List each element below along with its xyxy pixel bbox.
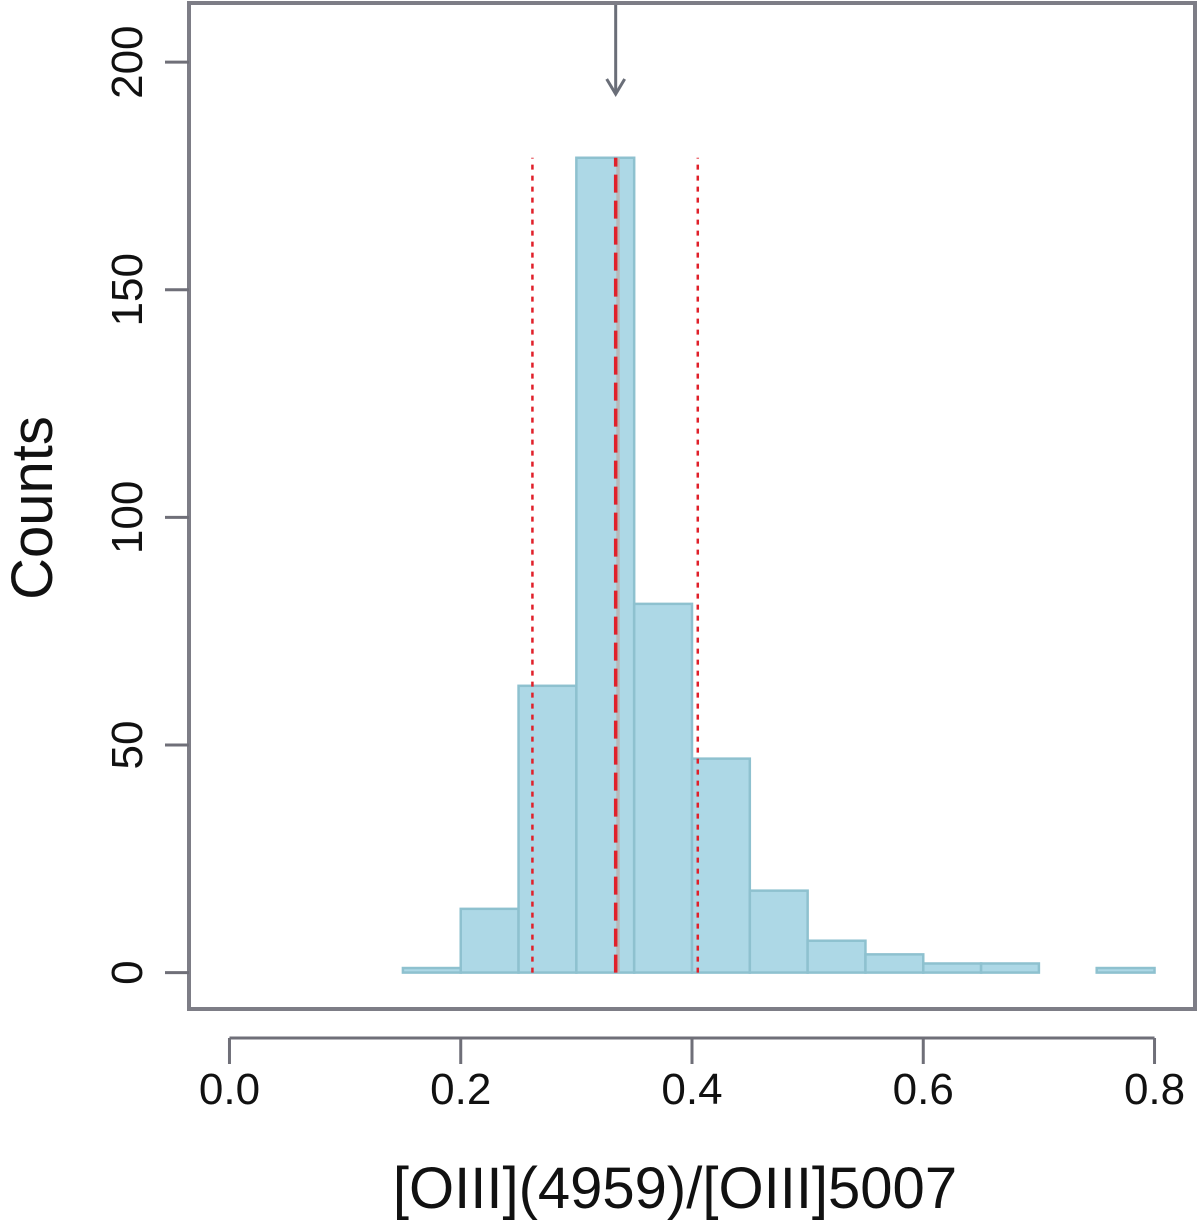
x-tick-label: 0.6 (893, 1065, 954, 1114)
histogram-bars (401, 156, 1156, 974)
x-tick-label: 0.8 (1124, 1065, 1185, 1114)
histogram-bar (1095, 966, 1156, 974)
histogram-bar (922, 962, 983, 974)
y-axis-title: Counts (0, 416, 65, 600)
y-tick-label: 200 (103, 25, 152, 98)
reference-lines (531, 157, 700, 973)
x-tick-label: 0.4 (661, 1065, 722, 1114)
y-tick-label: 100 (103, 481, 152, 554)
histogram-bar (459, 907, 520, 974)
arrow-marker (605, 3, 626, 97)
histogram-bar (517, 684, 578, 974)
x-axis: 0.0 0.2 0.4 0.6 0.8 (199, 1036, 1185, 1114)
x-axis-title: [OIII](4959)/[OIII]5007 (393, 1156, 957, 1221)
arrow-head (605, 78, 626, 97)
plot-frame (187, 1, 1197, 1011)
y-tick-label: 0 (103, 960, 152, 984)
x-tick-label: 0.0 (199, 1065, 260, 1114)
y-tick-label: 50 (103, 721, 152, 770)
histogram-bar (575, 156, 636, 974)
histogram-bar (690, 757, 752, 974)
histogram-bar (401, 966, 462, 974)
histogram-bar (979, 962, 1041, 974)
histogram-bar (748, 889, 809, 974)
x-tick-label: 0.2 (430, 1065, 491, 1114)
histogram-bar (806, 939, 867, 974)
histogram-bar (632, 602, 694, 974)
y-tick-label: 150 (103, 253, 152, 326)
y-axis: 0 50 100 150 200 (103, 25, 189, 985)
histogram-bar (864, 953, 925, 974)
